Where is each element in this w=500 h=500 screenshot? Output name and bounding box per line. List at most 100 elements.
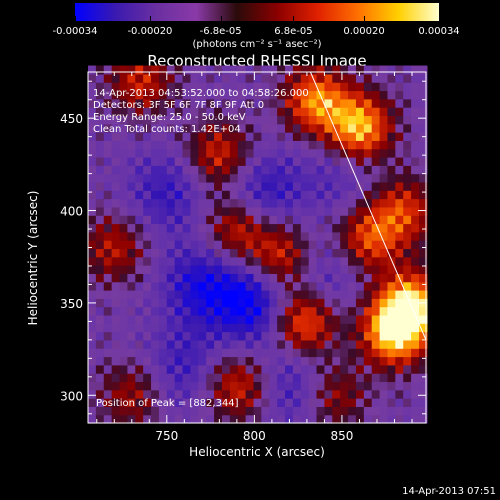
heatmap-cell — [387, 132, 396, 141]
heatmap-cell — [206, 231, 215, 241]
heatmap-cell — [111, 90, 121, 100]
heatmap-cell — [316, 273, 326, 283]
heatmap-cell — [292, 173, 302, 183]
heatmap-cell — [166, 389, 176, 399]
heatmap-cell — [253, 356, 262, 366]
heatmap-cell — [143, 231, 152, 241]
heatmap-cell — [88, 132, 97, 141]
heatmap-cell — [143, 281, 152, 291]
heatmap-cell — [300, 373, 310, 383]
heatmap-cell — [119, 231, 129, 241]
heatmap-cell — [316, 65, 326, 75]
heatmap-cell — [206, 323, 215, 333]
heatmap-cell — [300, 190, 310, 200]
heatmap-cell — [340, 248, 349, 258]
heatmap-cell — [119, 223, 129, 233]
heatmap-cell — [332, 98, 341, 108]
heatmap-cell — [206, 348, 215, 358]
heatmap-cell — [151, 265, 160, 274]
heatmap-cell — [324, 223, 333, 233]
heatmap-cell — [269, 373, 278, 383]
heatmap-cell — [245, 306, 255, 316]
heatmap-cell — [182, 298, 192, 308]
heatmap-cell — [245, 140, 255, 150]
heatmap-cell — [300, 331, 310, 341]
heatmap-cell — [88, 373, 97, 383]
heatmap-cell — [332, 140, 341, 150]
heatmap-cell — [387, 215, 396, 225]
heatmap-cell — [151, 323, 160, 333]
heatmap-cell — [245, 173, 255, 183]
heatmap-cell — [88, 156, 97, 166]
heatmap-cell — [166, 356, 176, 366]
heatmap-cell — [111, 373, 121, 383]
heatmap-cell — [111, 231, 121, 241]
heatmap-cell — [340, 140, 349, 150]
heatmap-cell — [348, 240, 357, 250]
heatmap-cell — [332, 356, 341, 366]
heatmap-cell — [371, 215, 381, 225]
heatmap-cell — [277, 148, 286, 158]
heatmap-cell — [253, 265, 262, 274]
heatmap-cell — [300, 364, 310, 374]
heatmap-cell — [135, 339, 144, 349]
heatmap-cell — [198, 273, 207, 283]
heatmap-cell — [418, 206, 428, 216]
heatmap-cell — [182, 115, 192, 125]
heatmap-cell — [261, 298, 270, 308]
heatmap-cell — [127, 364, 136, 374]
heatmap-cell — [411, 73, 420, 83]
heatmap-cell — [221, 281, 231, 291]
heatmap-cell — [111, 273, 121, 283]
footer-timestamp: 14-Apr-2013 07:51 — [402, 486, 496, 497]
heatmap-cell — [371, 140, 381, 150]
heatmap-cell — [277, 414, 286, 424]
heatmap-cell — [355, 90, 365, 100]
heatmap-cell — [119, 389, 129, 399]
heatmap-cell — [308, 256, 318, 266]
heatmap-cell — [418, 339, 428, 349]
heatmap-cell — [292, 381, 302, 391]
heatmap-cell — [198, 65, 207, 75]
heatmap-cell — [261, 306, 270, 316]
heatmap-cell — [371, 339, 381, 349]
heatmap-cell — [198, 306, 207, 316]
heatmap-cell — [261, 414, 270, 424]
heatmap-cell — [135, 231, 144, 241]
heatmap-cell — [88, 165, 97, 175]
heatmap-cell — [340, 132, 349, 141]
heatmap-cell — [316, 298, 326, 308]
heatmap-cell — [221, 306, 231, 316]
heatmap-cell — [277, 331, 286, 341]
heatmap-cell — [198, 298, 207, 308]
heatmap-cell — [237, 381, 247, 391]
heatmap-cell — [403, 373, 412, 383]
heatmap-cell — [379, 215, 389, 225]
heatmap-cell — [158, 281, 168, 291]
heatmap-cell — [403, 190, 412, 200]
heatmap-cell — [135, 206, 144, 216]
heatmap-cell — [316, 248, 326, 258]
heatmap-cell — [308, 331, 318, 341]
heatmap-cell — [174, 248, 184, 258]
heatmap-cell — [332, 406, 341, 416]
heatmap-cell — [261, 156, 270, 166]
heatmap-cell — [355, 98, 365, 108]
heatmap-cell — [182, 406, 192, 416]
heatmap-cell — [111, 132, 121, 141]
heatmap-cell — [198, 248, 207, 258]
heatmap-cell — [355, 356, 365, 366]
heatmap-cell — [143, 323, 152, 333]
heatmap-cell — [174, 414, 184, 424]
heatmap-cell — [269, 265, 278, 274]
colorbar-unit-label: (photons cm⁻² s⁻¹ asec⁻²) — [192, 39, 322, 50]
heatmap-cell — [88, 181, 97, 191]
heatmap-cell — [316, 132, 326, 141]
heatmap-cell — [88, 223, 97, 233]
heatmap-cell — [166, 240, 176, 250]
heatmap-cell — [277, 123, 286, 133]
heatmap-cell — [119, 107, 129, 117]
heatmap-cell — [300, 356, 310, 366]
heatmap-cell — [119, 348, 129, 358]
heatmap-cell — [411, 107, 420, 117]
